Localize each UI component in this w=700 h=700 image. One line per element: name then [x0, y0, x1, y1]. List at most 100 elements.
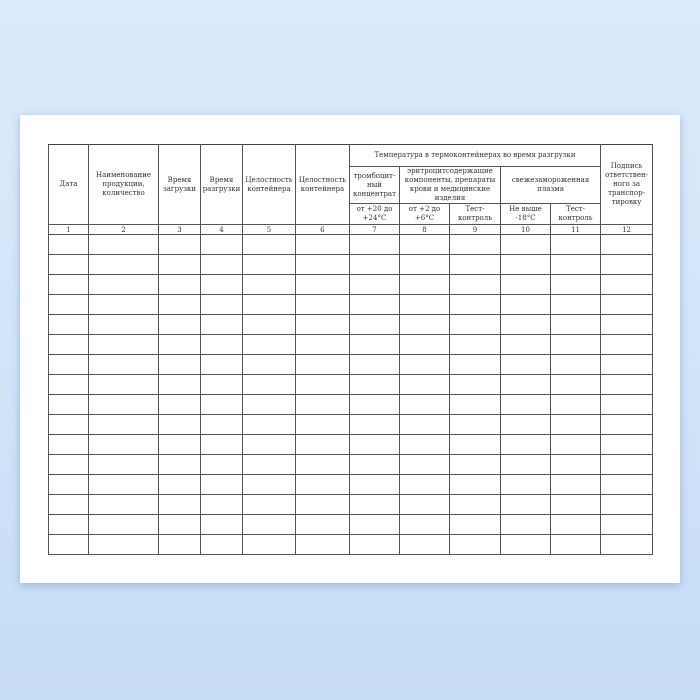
table-cell[interactable]	[242, 474, 296, 495]
table-cell[interactable]	[549, 334, 602, 355]
table-cell[interactable]	[449, 234, 501, 255]
table-cell[interactable]	[200, 394, 243, 415]
table-cell[interactable]	[295, 334, 350, 355]
table-cell[interactable]	[549, 414, 602, 435]
table-cell[interactable]	[295, 514, 350, 535]
table-cell[interactable]	[48, 414, 89, 435]
table-cell[interactable]	[200, 294, 243, 315]
table-cell[interactable]	[88, 454, 159, 475]
table-cell[interactable]	[158, 234, 201, 255]
table-cell[interactable]	[295, 374, 350, 395]
table-cell[interactable]	[48, 454, 89, 475]
table-cell[interactable]	[200, 534, 243, 555]
table-cell[interactable]	[88, 254, 159, 275]
table-cell[interactable]	[600, 394, 654, 415]
table-cell[interactable]	[600, 294, 654, 315]
table-cell[interactable]	[242, 274, 296, 295]
table-cell[interactable]	[549, 294, 602, 315]
table-cell[interactable]	[449, 254, 501, 275]
table-cell[interactable]	[449, 374, 501, 395]
table-cell[interactable]	[88, 474, 159, 495]
table-cell[interactable]	[449, 434, 501, 455]
table-cell[interactable]	[500, 314, 551, 335]
table-cell[interactable]	[242, 454, 296, 475]
table-cell[interactable]	[549, 474, 602, 495]
table-cell[interactable]	[200, 434, 243, 455]
table-cell[interactable]	[200, 254, 243, 275]
table-cell[interactable]	[349, 394, 400, 415]
table-cell[interactable]	[242, 514, 296, 535]
table-cell[interactable]	[549, 354, 602, 375]
table-cell[interactable]	[158, 354, 201, 375]
table-cell[interactable]	[349, 414, 400, 435]
table-cell[interactable]	[549, 394, 602, 415]
table-cell[interactable]	[349, 514, 400, 535]
table-cell[interactable]	[48, 314, 89, 335]
table-cell[interactable]	[399, 374, 450, 395]
table-cell[interactable]	[200, 414, 243, 435]
table-cell[interactable]	[295, 274, 350, 295]
table-cell[interactable]	[549, 374, 602, 395]
table-cell[interactable]	[399, 434, 450, 455]
table-cell[interactable]	[158, 294, 201, 315]
table-cell[interactable]	[295, 394, 350, 415]
table-cell[interactable]	[600, 354, 654, 375]
table-cell[interactable]	[48, 274, 89, 295]
table-cell[interactable]	[600, 454, 654, 475]
table-cell[interactable]	[399, 514, 450, 535]
table-cell[interactable]	[295, 434, 350, 455]
table-cell[interactable]	[600, 534, 654, 555]
table-cell[interactable]	[200, 374, 243, 395]
table-cell[interactable]	[48, 234, 89, 255]
table-cell[interactable]	[200, 494, 243, 515]
table-cell[interactable]	[158, 334, 201, 355]
table-cell[interactable]	[48, 534, 89, 555]
table-cell[interactable]	[549, 454, 602, 475]
table-cell[interactable]	[158, 274, 201, 295]
table-cell[interactable]	[88, 274, 159, 295]
table-cell[interactable]	[242, 494, 296, 515]
table-cell[interactable]	[500, 234, 551, 255]
table-cell[interactable]	[600, 434, 654, 455]
table-cell[interactable]	[88, 514, 159, 535]
table-cell[interactable]	[48, 494, 89, 515]
table-cell[interactable]	[200, 234, 243, 255]
table-cell[interactable]	[200, 334, 243, 355]
table-cell[interactable]	[295, 354, 350, 375]
table-cell[interactable]	[200, 274, 243, 295]
table-cell[interactable]	[158, 314, 201, 335]
table-cell[interactable]	[88, 334, 159, 355]
table-cell[interactable]	[88, 294, 159, 315]
table-cell[interactable]	[449, 314, 501, 335]
table-cell[interactable]	[158, 434, 201, 455]
table-cell[interactable]	[242, 374, 296, 395]
table-cell[interactable]	[88, 374, 159, 395]
table-cell[interactable]	[500, 274, 551, 295]
table-cell[interactable]	[88, 414, 159, 435]
table-cell[interactable]	[200, 354, 243, 375]
table-cell[interactable]	[158, 454, 201, 475]
table-cell[interactable]	[349, 374, 400, 395]
table-cell[interactable]	[158, 534, 201, 555]
table-cell[interactable]	[600, 474, 654, 495]
table-cell[interactable]	[242, 314, 296, 335]
table-cell[interactable]	[48, 354, 89, 375]
table-cell[interactable]	[88, 354, 159, 375]
table-cell[interactable]	[600, 314, 654, 335]
table-cell[interactable]	[48, 394, 89, 415]
table-cell[interactable]	[449, 394, 501, 415]
table-cell[interactable]	[295, 234, 350, 255]
table-cell[interactable]	[449, 474, 501, 495]
table-cell[interactable]	[399, 294, 450, 315]
table-cell[interactable]	[158, 254, 201, 275]
table-cell[interactable]	[349, 234, 400, 255]
table-cell[interactable]	[600, 494, 654, 515]
table-cell[interactable]	[48, 294, 89, 315]
table-cell[interactable]	[500, 414, 551, 435]
table-cell[interactable]	[549, 274, 602, 295]
table-cell[interactable]	[242, 534, 296, 555]
table-cell[interactable]	[295, 454, 350, 475]
table-cell[interactable]	[600, 414, 654, 435]
table-cell[interactable]	[399, 414, 450, 435]
table-cell[interactable]	[500, 434, 551, 455]
